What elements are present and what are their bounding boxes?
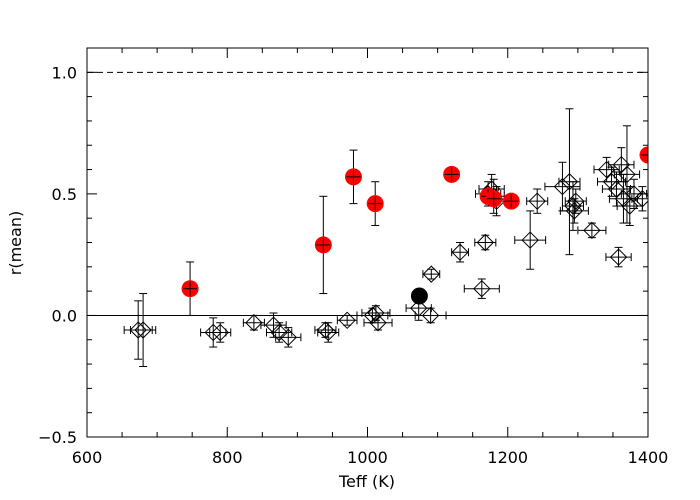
x-tick-label: 1000 [347,448,388,467]
diamond-point [209,322,232,343]
x-tick-label: 800 [212,448,243,467]
x-tick-label: 1200 [487,448,528,467]
diamond-point [275,327,302,348]
plot-frame [86,47,649,438]
diamond-point [422,265,441,283]
diamond-marker [521,231,539,249]
diamond-marker [409,299,428,317]
data-points [123,108,648,367]
diamond-marker [476,233,495,252]
diamond-point [260,312,287,338]
diamond-point [336,311,358,330]
diamond-marker [369,314,387,332]
diamond-point [451,242,469,263]
diamond-point [317,322,340,343]
diamond-point [463,278,500,299]
diamond-point [559,198,589,224]
diamond-marker [565,202,584,220]
diamond-point [266,322,293,343]
diamond-marker [618,165,636,184]
diamond-marker [567,192,585,210]
x-tick-label: 1400 [628,448,669,467]
diamond-marker [583,221,601,240]
circle-marker [410,287,428,305]
diamond-point [414,306,447,325]
red-point [314,195,332,295]
diamond-marker [451,243,469,261]
red-point [502,192,520,210]
diamond-marker [204,323,222,342]
diamond-marker [338,311,356,330]
diamond-point [474,233,497,252]
red-point [344,149,362,205]
y-tick-label: 0.5 [52,185,77,204]
y-tick-label: 1.0 [52,63,77,82]
diamond-point [363,314,393,332]
y-tick-label: −0.5 [38,428,77,447]
diamond-marker [211,323,229,342]
diamond-marker [560,173,579,191]
x-axis-label: Teff (K) [338,472,395,491]
x-tick-label: 600 [72,448,103,467]
diamond-point [129,293,157,367]
red-point [366,181,384,226]
axis-ticks [86,47,649,438]
diamond-marker [279,328,297,347]
diamond-point [514,210,547,270]
diamond-marker [134,321,152,339]
diamond-marker [473,279,491,298]
diamond-marker [245,314,263,332]
diamond-marker [553,177,572,196]
diamond-point [631,186,648,212]
red-point [443,165,461,183]
diamond-marker [270,323,288,342]
y-tick-label: 0.0 [52,306,77,325]
diamond-marker [621,197,639,215]
y-axis-label: r(mean) [6,211,25,275]
diamond-point [605,246,632,268]
tick-labels: 600 800 1000 1200 1400 −0.5 0.0 0.5 1.0 [38,63,668,467]
diamond-marker [625,185,643,203]
black-point [410,287,428,305]
red-point [639,146,648,164]
diamond-marker [422,265,441,283]
red-point [485,190,503,208]
diamond-marker [319,323,337,342]
diamond-point [361,304,391,322]
diamond-marker [367,304,385,322]
diamond-point [613,125,641,224]
diamond-marker [528,192,546,210]
diamond-point [577,221,607,240]
diamond-point [526,188,549,214]
diamond-point [564,188,587,214]
diamond-marker [564,197,582,215]
diamond-marker [421,306,440,325]
diamond-marker [609,248,628,266]
red-point [181,261,199,316]
diamond-marker [607,180,626,198]
